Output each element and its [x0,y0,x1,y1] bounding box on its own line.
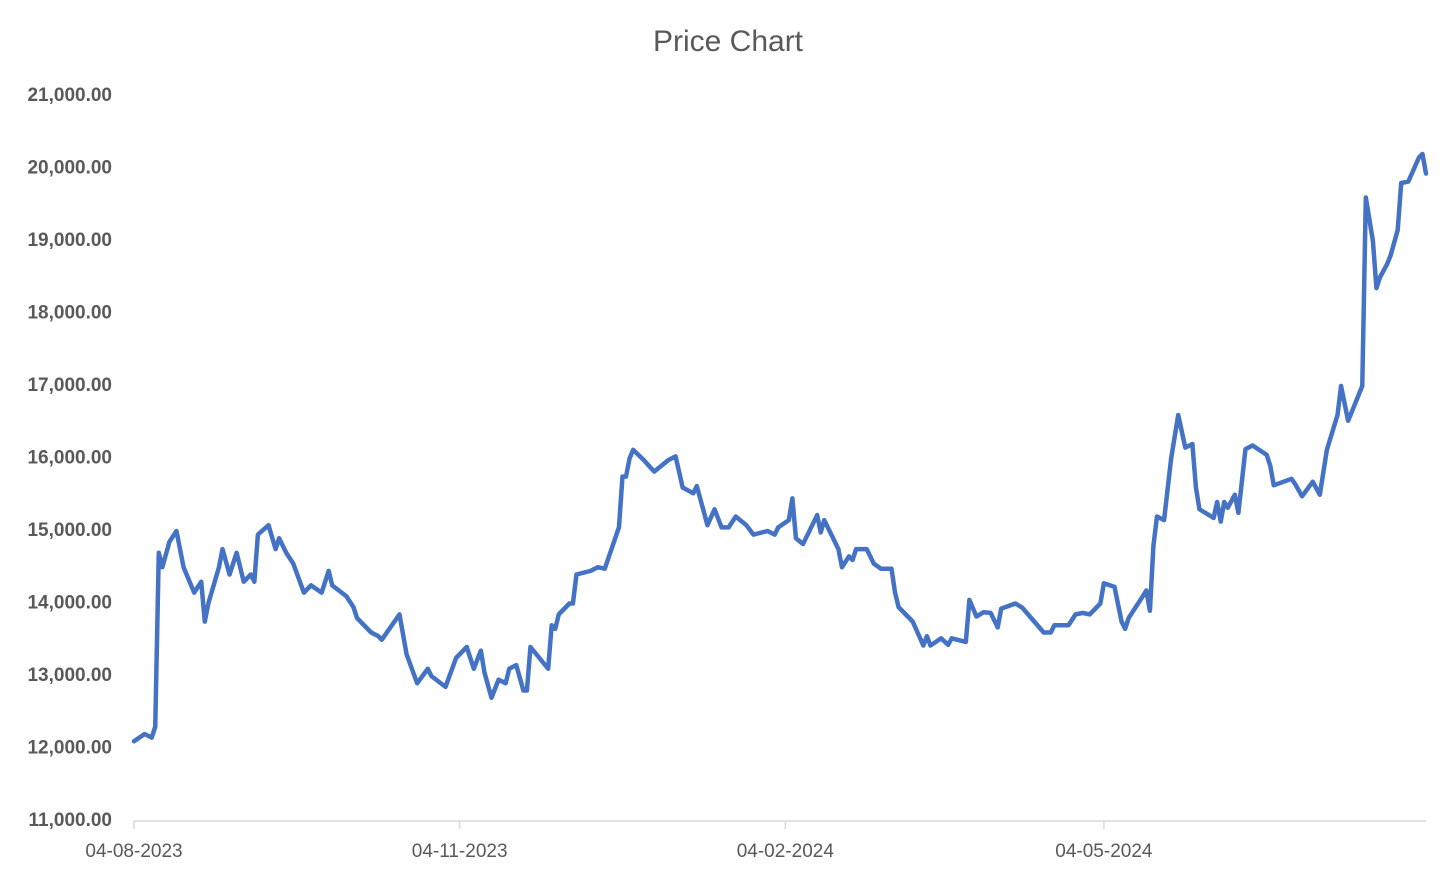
x-tick-label: 04-11-2023 [412,841,508,862]
x-tick-label: 04-08-2023 [85,841,182,862]
y-tick-label: 14,000.00 [27,593,112,614]
y-tick-label: 19,000.00 [27,230,112,251]
y-tick-label: 20,000.00 [27,158,112,179]
y-tick-label: 13,000.00 [27,665,112,686]
y-tick-label: 12,000.00 [27,738,112,759]
y-tick-label: 21,000.00 [27,85,112,106]
chart-title: Price Chart [653,25,804,58]
y-tick-label: 18,000.00 [27,303,112,324]
y-tick-label: 15,000.00 [27,520,112,541]
y-tick-label: 11,000.00 [29,810,112,831]
price-line [131,151,1429,744]
x-tick-label: 04-05-2024 [1055,841,1153,862]
x-tick-label: 04-02-2024 [737,841,835,862]
y-tick-label: 17,000.00 [27,375,112,396]
y-tick-label: 16,000.00 [27,448,112,469]
